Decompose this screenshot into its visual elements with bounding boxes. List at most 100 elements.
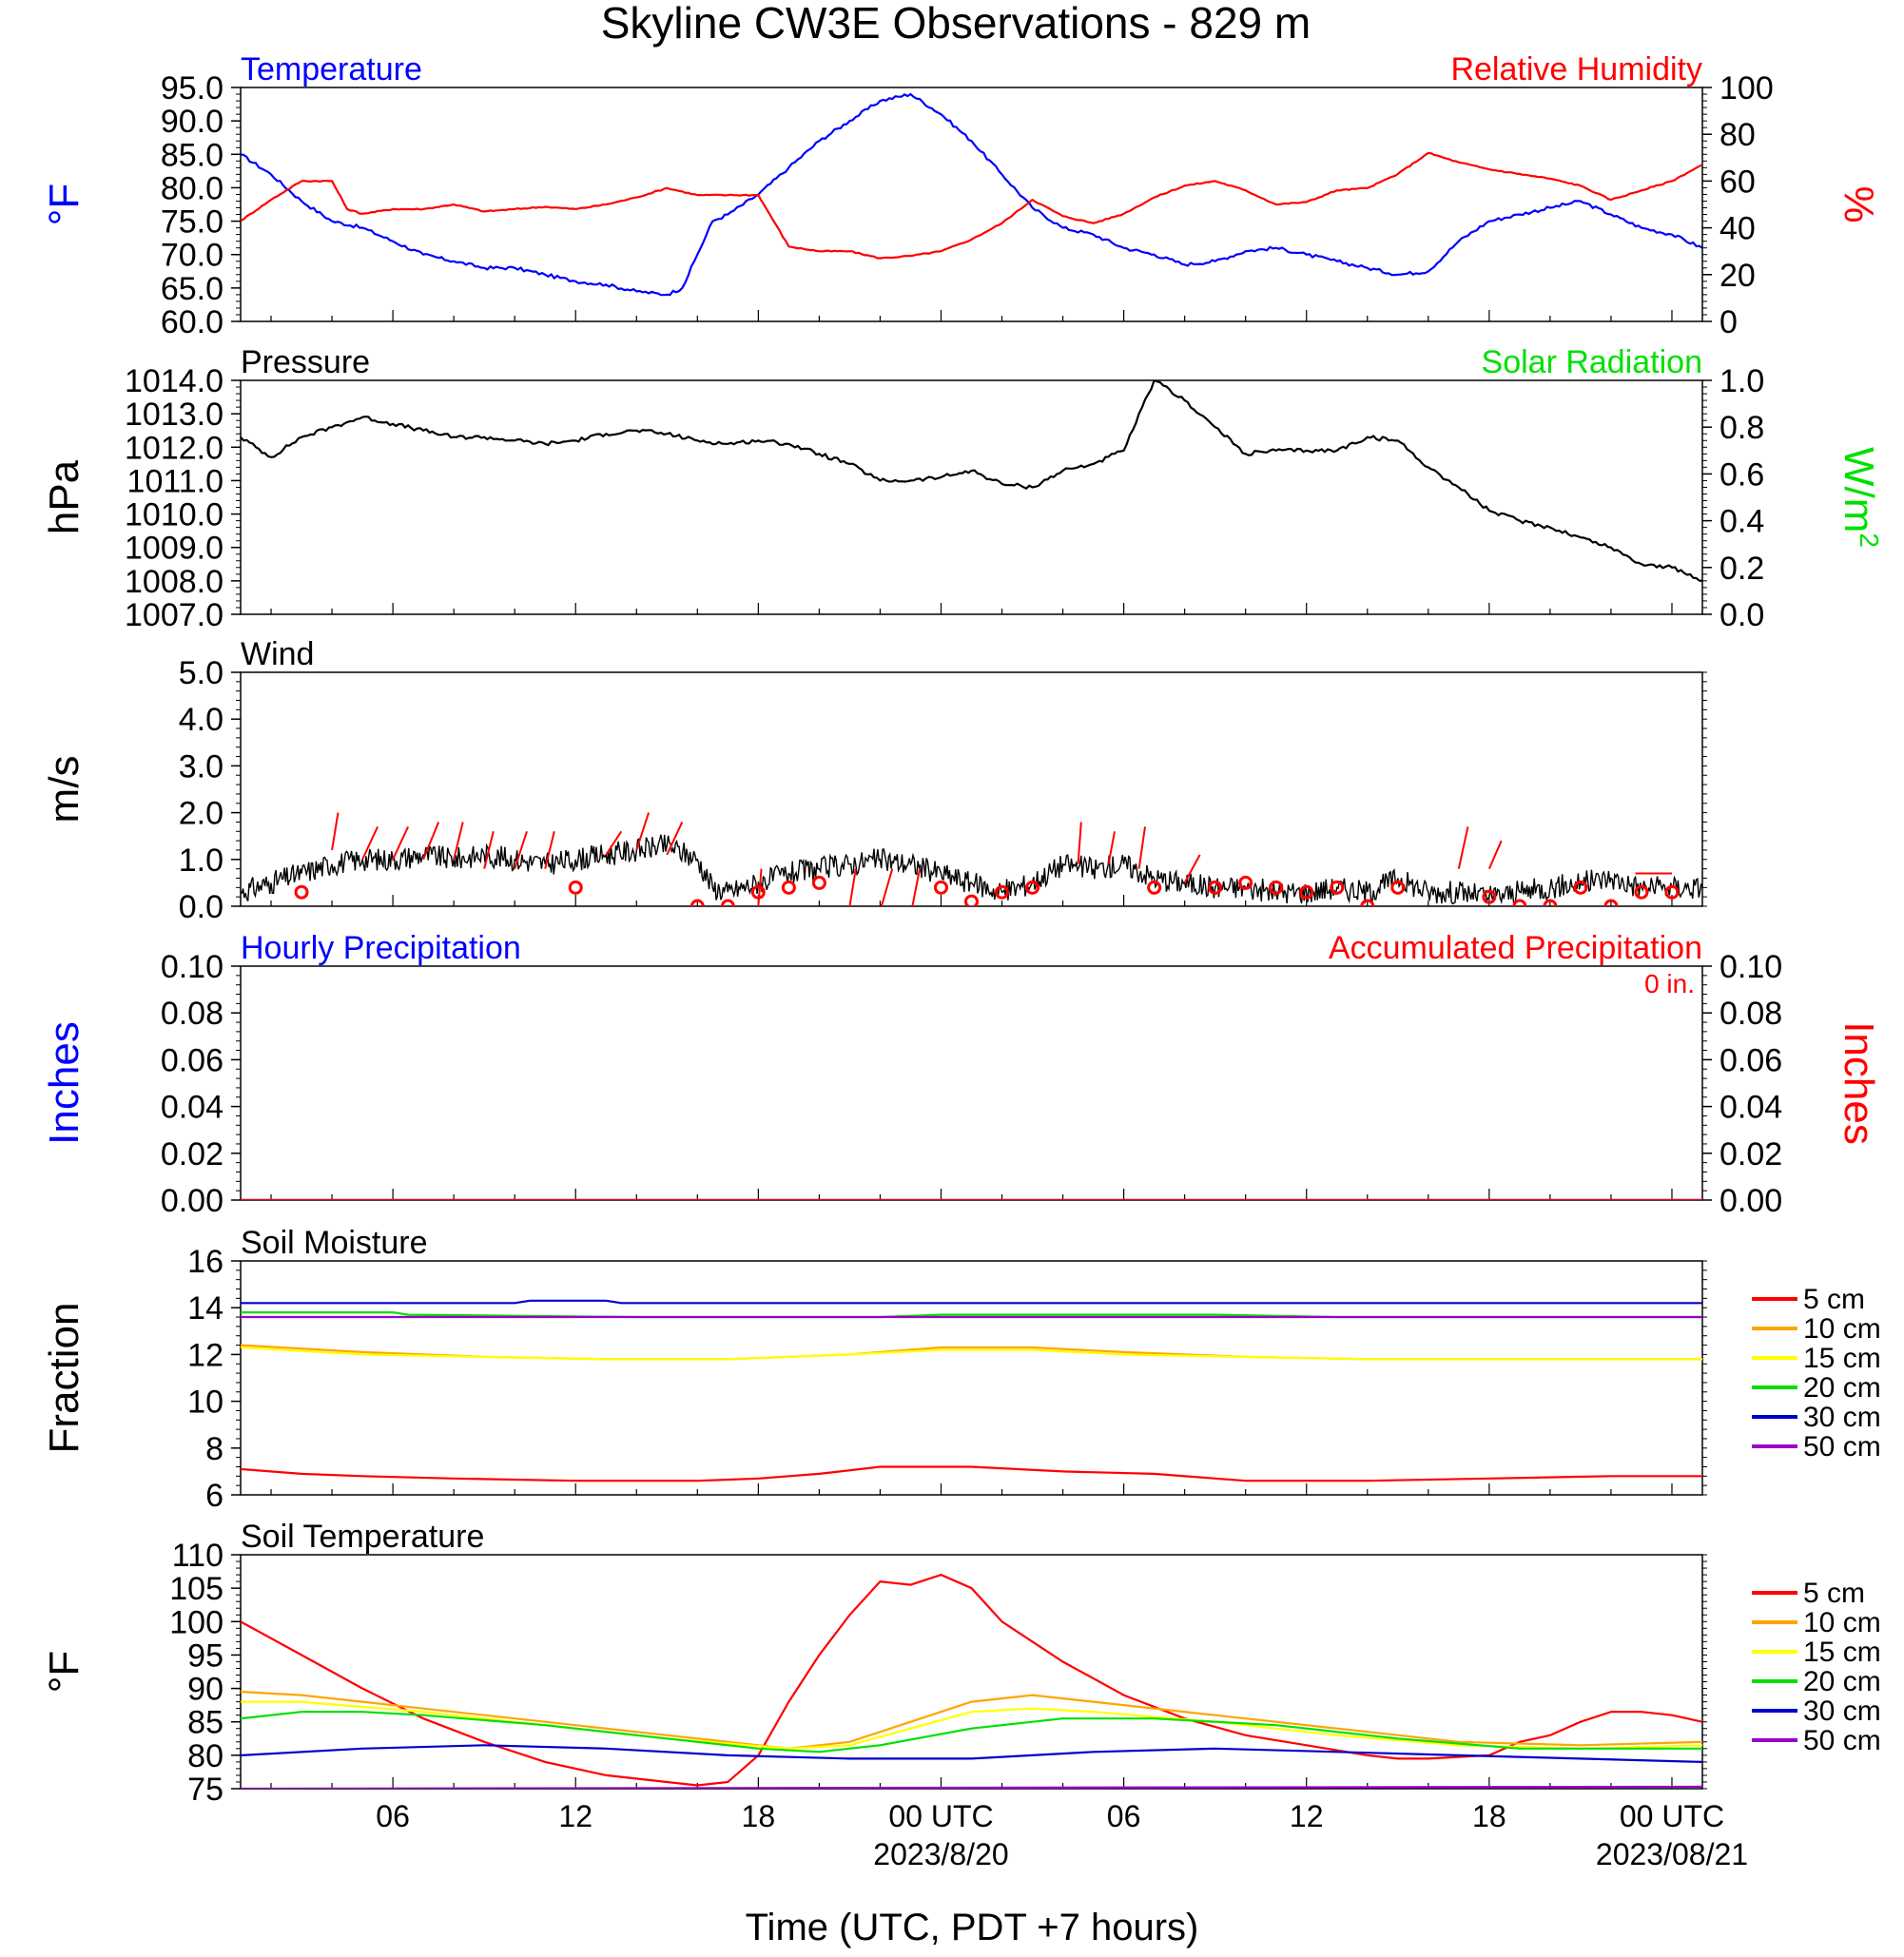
- series-line-30-cm: [241, 1299, 1702, 1305]
- x-tick-label: 18: [742, 1799, 776, 1833]
- x-tick-label: 00 UTC: [888, 1799, 993, 1833]
- chart-title: Skyline CW3E Observations - 829 m: [601, 0, 1311, 48]
- wind-calm-marker: [294, 884, 309, 900]
- wind-calm-marker: [1330, 880, 1345, 895]
- x-tick-label: 12: [558, 1799, 593, 1833]
- y-tick-label-right: 20: [1719, 258, 1756, 294]
- wind-barb: [757, 868, 763, 906]
- plot-frame: [240, 1260, 1703, 1496]
- legend-label: 20 cm: [1803, 1666, 1881, 1697]
- y-tick-label-left: 1011.0: [127, 463, 223, 499]
- series-line-wind: [241, 834, 1702, 905]
- series-line-5-cm: [241, 1573, 1702, 1787]
- wind-barb: [1487, 840, 1503, 870]
- series-line-10-cm: [241, 1691, 1702, 1750]
- wind-barb: [422, 822, 440, 861]
- wind-calm-marker: [933, 880, 948, 895]
- series-line-30-cm: [241, 1744, 1702, 1763]
- y-tick-label-left: 85: [187, 1705, 223, 1741]
- y-tick-label-left: 4.0: [179, 702, 223, 738]
- y-axis-label-right: Inches: [1836, 1021, 1882, 1145]
- wind-calm-marker: [568, 880, 583, 895]
- x-tick-label: 06: [376, 1799, 410, 1833]
- panel-title-right: Solar Radiation: [1482, 344, 1702, 380]
- y-tick-label-right: 0.08: [1719, 996, 1782, 1032]
- y-tick-label-right: 40: [1719, 211, 1756, 247]
- wind-barb: [1137, 826, 1147, 869]
- series-line-50-cm: [241, 1785, 1702, 1789]
- series-line-temperature: [241, 92, 1702, 297]
- y-tick-label-left: 0.04: [161, 1090, 223, 1126]
- wind-calm-marker: [781, 880, 796, 895]
- wind-calm-marker: [1025, 880, 1040, 895]
- y-tick-label-left: 90.0: [161, 104, 223, 140]
- wind-calm-marker: [995, 884, 1010, 900]
- y-tick-label-left: 60.0: [161, 304, 223, 340]
- y-tick-label-right: 0.06: [1719, 1042, 1782, 1078]
- y-tick-label-left: 1010.0: [125, 497, 223, 533]
- legend-label: 30 cm: [1803, 1402, 1881, 1433]
- y-tick-label-right: 0.04: [1719, 1090, 1782, 1126]
- wind-barb: [514, 830, 528, 869]
- y-tick-label-left: 0.0: [179, 889, 223, 925]
- wind-calm-marker: [1360, 899, 1375, 906]
- legend-label: 10 cm: [1803, 1313, 1881, 1345]
- y-tick-label-left: 6: [205, 1478, 223, 1514]
- x-date-label: 2023/08/21: [1596, 1837, 1748, 1871]
- plot-frame: [240, 87, 1703, 322]
- wind-calm-marker: [1603, 899, 1619, 906]
- y-tick-label-left: 75: [187, 1772, 223, 1808]
- wind-calm-marker: [1238, 875, 1253, 890]
- wind-calm-marker: [1664, 884, 1680, 900]
- legend-label: 15 cm: [1803, 1343, 1881, 1374]
- y-tick-label-left: 1009.0: [125, 531, 223, 567]
- y-axis-label-right: %: [1836, 185, 1882, 223]
- wind-calm-marker: [811, 875, 826, 890]
- wind-barb: [635, 812, 651, 851]
- panel-title-left: Soil Moisture: [241, 1225, 428, 1261]
- wind-barb: [848, 868, 857, 906]
- y-tick-label-left: 1007.0: [125, 597, 223, 633]
- y-tick-label-left: 110: [172, 1538, 223, 1574]
- legend-label: 50 cm: [1803, 1431, 1881, 1463]
- series-line-5-cm: [241, 1465, 1702, 1482]
- series-line-pressure: [241, 380, 1702, 582]
- y-axis-label-left: Inches: [41, 1021, 87, 1145]
- y-axis-label-superscript: 2: [1855, 533, 1884, 548]
- wind-calm-marker: [1543, 899, 1558, 906]
- wind-calm-marker: [1512, 899, 1527, 906]
- y-tick-label-left: 1012.0: [125, 430, 223, 466]
- panels: 95.090.085.080.075.070.065.060.010080604…: [41, 51, 1884, 1808]
- y-tick-label-left: 90: [187, 1672, 223, 1708]
- wind-calm-marker: [1482, 889, 1497, 904]
- series-group: [241, 1573, 1702, 1789]
- wind-barb: [911, 868, 922, 906]
- wind-barb: [361, 825, 379, 861]
- y-tick-label-right: 100: [1719, 70, 1774, 107]
- y-tick-label-right: 0: [1719, 304, 1738, 340]
- wind-calm-marker: [1634, 884, 1649, 900]
- y-tick-label-left: 3.0: [179, 748, 223, 785]
- wind-calm-marker: [1147, 880, 1162, 895]
- panel-precip: 0.10 0.08 0.06 0.04 0.02 0.00 0.10 0.08 0.06 0.04…: [41, 930, 1882, 1219]
- panel-title-left: Temperature: [241, 51, 422, 87]
- y-tick-label-right: 0.0: [1719, 597, 1764, 633]
- series-line-relative-humidity: [241, 151, 1702, 260]
- y-tick-label-left: 85.0: [161, 137, 223, 173]
- y-tick-label-left: 2.0: [179, 796, 223, 832]
- y-axis-label-right: W/m2: [1836, 447, 1884, 548]
- y-tick-label-right: 1.0: [1719, 363, 1764, 399]
- y-tick-label-left: 70.0: [161, 238, 223, 274]
- y-tick-label-right: 0.00: [1719, 1183, 1782, 1219]
- wind-barb: [483, 831, 495, 869]
- y-tick-label-left: 5.0: [179, 655, 223, 691]
- y-axis-label-left: Fraction: [41, 1303, 87, 1454]
- panel-title-left: Wind: [241, 636, 314, 672]
- y-tick-label-left: 1014.0: [125, 363, 223, 399]
- series-line-15-cm: [241, 1346, 1702, 1361]
- y-tick-label-left: 80.0: [161, 170, 223, 206]
- panel-temp_rh: 95.090.085.080.075.070.065.060.0 100 80 60 4…: [41, 51, 1882, 340]
- legend-label: 5 cm: [1803, 1578, 1865, 1609]
